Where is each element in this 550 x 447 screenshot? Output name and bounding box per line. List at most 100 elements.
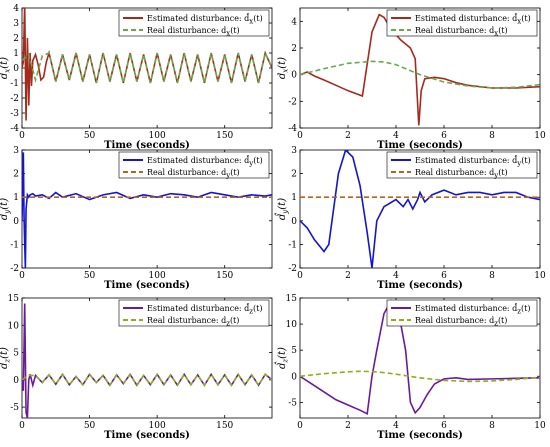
x-tick-label: 8 <box>489 271 495 281</box>
y-tick-label: 5 <box>291 346 297 356</box>
x-tick-label: 0 <box>19 271 25 281</box>
series-line-estimated <box>22 152 272 268</box>
y-axis-label: d̂z(t) <box>275 347 290 369</box>
y-tick-label: -3 <box>10 109 19 119</box>
legend: Estimated disturbance: d̂y(t)Real distur… <box>118 151 270 180</box>
legend-entry: Real disturbance: dz(t) <box>147 316 239 328</box>
x-tick-label: 0 <box>297 131 303 141</box>
y-tick-label: -4 <box>10 124 19 134</box>
plot-area <box>299 297 541 419</box>
x-tick-label: 4 <box>393 271 399 281</box>
series-line-estimated <box>300 13 540 126</box>
series-line-real <box>22 372 272 387</box>
y-tick-label: 10 <box>8 321 20 331</box>
x-tick-label: 4 <box>393 421 399 431</box>
y-tick-label: 3 <box>291 146 297 156</box>
y-tick-label: 10 <box>286 320 298 330</box>
x-tick-label: 100 <box>149 271 166 281</box>
y-tick-label: 0 <box>291 71 297 81</box>
x-tick-label: 6 <box>441 131 447 141</box>
y-tick-label: -1 <box>10 79 19 89</box>
x-axis-label: Time (seconds) <box>104 430 190 441</box>
y-tick-label: -4 <box>288 124 297 134</box>
y-tick-label: 0 <box>291 217 297 227</box>
x-axis-label: Time (seconds) <box>377 280 463 291</box>
y-tick-label: 3 <box>13 19 19 29</box>
x-tick-label: 0 <box>19 131 25 141</box>
y-tick-label: 2 <box>291 44 297 54</box>
y-tick-label: 3 <box>13 146 19 156</box>
chart-panel-4: 0 2 4 6 8 10 -2 -1 0 1 2 3 Time (seconds) d̂y(t) Estim… <box>275 146 546 291</box>
x-axis-label: Time (seconds) <box>104 280 190 291</box>
y-tick-label: 4 <box>13 4 19 14</box>
svg-text:d̂z(t): d̂z(t) <box>275 347 290 369</box>
y-axis-label: d̂y(t) <box>275 198 290 220</box>
x-tick-label: 0 <box>297 421 303 431</box>
y-tick-label: 1 <box>13 193 19 203</box>
x-tick-label: 150 <box>216 271 233 281</box>
x-tick-label: 10 <box>534 131 546 141</box>
x-tick-label: 2 <box>345 421 351 431</box>
legend-entry: Real disturbance: dy(t) <box>147 168 240 180</box>
legend-entry: Estimated disturbance: d̂y(t) <box>147 154 263 167</box>
series-line-real <box>300 60 540 89</box>
x-tick-label: 6 <box>441 271 447 281</box>
x-tick-label: 150 <box>216 421 233 431</box>
x-tick-label: 10 <box>534 271 546 281</box>
plot-area <box>299 7 541 129</box>
legend-entry: Estimated disturbance: d̂x(t) <box>415 12 531 25</box>
x-tick-label: 100 <box>149 131 166 141</box>
y-axis-label: d̂z(t) <box>0 347 12 369</box>
y-tick-label: -1 <box>288 240 297 250</box>
y-axis-label: d̂x(t) <box>0 57 12 79</box>
series-line-real <box>22 50 272 84</box>
y-tick-label: 2 <box>13 170 19 180</box>
y-tick-label: 1 <box>13 49 19 59</box>
y-tick-label: -5 <box>10 403 19 413</box>
svg-text:d̂y(t): d̂y(t) <box>0 198 12 220</box>
series-line-estimated <box>22 303 272 418</box>
x-axis-label: Time (seconds) <box>377 140 463 151</box>
legend-entry: Estimated disturbance: d̂x(t) <box>147 12 263 25</box>
x-tick-label: 50 <box>84 271 96 281</box>
x-tick-label: 8 <box>489 131 495 141</box>
svg-text:d̂y(t): d̂y(t) <box>275 198 290 220</box>
x-tick-label: 0 <box>297 271 303 281</box>
x-tick-label: 0 <box>19 421 25 431</box>
series-line-estimated <box>300 150 540 268</box>
y-tick-label: -2 <box>288 264 297 274</box>
y-axis-label: dx(t) <box>277 57 290 79</box>
y-tick-label: -5 <box>288 398 297 408</box>
legend: Estimated disturbance: d̂x(t)Real distur… <box>386 9 538 38</box>
svg-text:dx(t): dx(t) <box>277 57 290 79</box>
y-tick-label: -2 <box>10 94 19 104</box>
x-tick-label: 6 <box>441 421 447 431</box>
chart-panel-1: 0 50 100 150 -4 -3 -2 -1 0 1 2 3 4 Time (seconds) d̂x(… <box>0 4 273 151</box>
legend-entry: Estimated disturbance: d̂y(t) <box>415 154 531 167</box>
svg-text:d̂x(t): d̂x(t) <box>0 57 12 79</box>
legend: Estimated disturbance: d̂y(t)Real distur… <box>386 151 538 180</box>
x-tick-label: 2 <box>345 271 351 281</box>
legend-entry: Estimated disturbance: d̂z(t) <box>147 302 262 315</box>
svg-text:d̂z(t): d̂z(t) <box>0 347 12 369</box>
y-tick-label: 5 <box>13 349 19 359</box>
x-tick-label: 8 <box>489 421 495 431</box>
plot-area <box>21 297 273 419</box>
legend-entry: Estimated disturbance: d̂z(t) <box>415 302 530 315</box>
y-tick-label: 0 <box>13 64 19 74</box>
x-tick-label: 2 <box>345 131 351 141</box>
x-tick-label: 4 <box>393 131 399 141</box>
chart-panel-6: 0 2 4 6 8 10 -5 0 5 10 15 Time (seconds) d̂z(t) Estim… <box>275 294 546 441</box>
y-axis-label: d̂y(t) <box>0 198 12 220</box>
y-tick-label: 1 <box>291 193 297 203</box>
plot-area <box>299 149 541 269</box>
y-tick-label: 15 <box>286 294 298 304</box>
y-tick-label: 0 <box>13 376 19 386</box>
chart-panel-3: 0 50 100 150 -2 -1 0 1 2 3 Time (seconds) d̂y(t) Est… <box>0 146 273 291</box>
x-tick-label: 10 <box>534 421 546 431</box>
y-tick-label: 2 <box>13 34 19 44</box>
y-tick-label: -2 <box>288 97 297 107</box>
